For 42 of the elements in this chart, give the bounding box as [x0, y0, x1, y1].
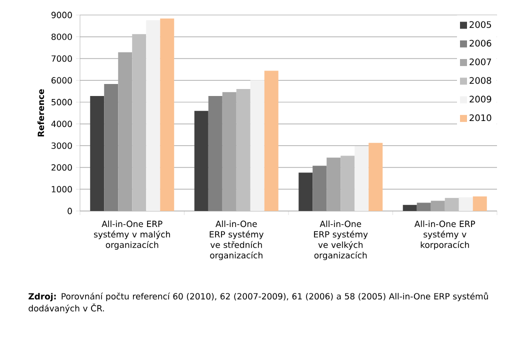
bar: [444, 198, 459, 211]
y-tick-label: 5000: [52, 98, 72, 106]
bar: [236, 89, 250, 211]
bar: [160, 18, 174, 211]
y-tick-label: 1000: [52, 186, 72, 192]
y-tick-label: 7000: [52, 55, 72, 62]
y-tick-label: 9000: [51, 12, 72, 18]
bar: [104, 84, 118, 211]
y-tick-label: 2000: [52, 164, 72, 171]
legend-label: 2008: [470, 77, 492, 84]
bar: [146, 20, 160, 211]
bar: [264, 70, 278, 211]
bar: [368, 142, 383, 211]
bar: [194, 110, 208, 211]
bar: [312, 166, 327, 211]
y-axis-title: Reference: [38, 89, 44, 136]
x-tick-label: All-in-One ERP systémy v malých organizacích: [94, 220, 170, 250]
bar: [402, 204, 417, 211]
y-tick-label: 8000: [52, 34, 72, 40]
y-tick-label: 3000: [52, 142, 72, 149]
legend-label: 2007: [470, 58, 492, 66]
bar: [132, 34, 146, 211]
legend-label: 2006: [470, 40, 492, 47]
bar: [340, 156, 355, 211]
x-tick-label: All-in-One ERP systémy ve středních organizacích: [210, 220, 264, 260]
bar: [458, 197, 473, 211]
text: Zdroj: Porovnání počtu referencí 60 (2010), 62 (2007-2009), 61 (2006) a 58 (2005) All-in-One ERP systémů dodávaných v ČR.: [28, 292, 488, 314]
y-tick-label: 0: [68, 208, 72, 214]
legend-label: 2010: [470, 114, 492, 122]
bar: [90, 96, 104, 211]
y-tick-label: 4000: [51, 120, 72, 128]
legend-label: 2009: [470, 96, 492, 103]
bar: [298, 172, 313, 211]
x-tick-label: All-in-One ERP systémy v korporacích: [414, 220, 476, 250]
x-tick-label: All-in-One ERP systémy ve velkých organizacích: [314, 220, 368, 260]
legend-label: 2005: [470, 21, 492, 28]
bar: [416, 202, 431, 211]
bar: [208, 96, 222, 211]
bar: [472, 196, 487, 211]
y-tick-label: 6000: [52, 77, 72, 84]
bar: [354, 146, 369, 211]
bar: [250, 80, 264, 211]
